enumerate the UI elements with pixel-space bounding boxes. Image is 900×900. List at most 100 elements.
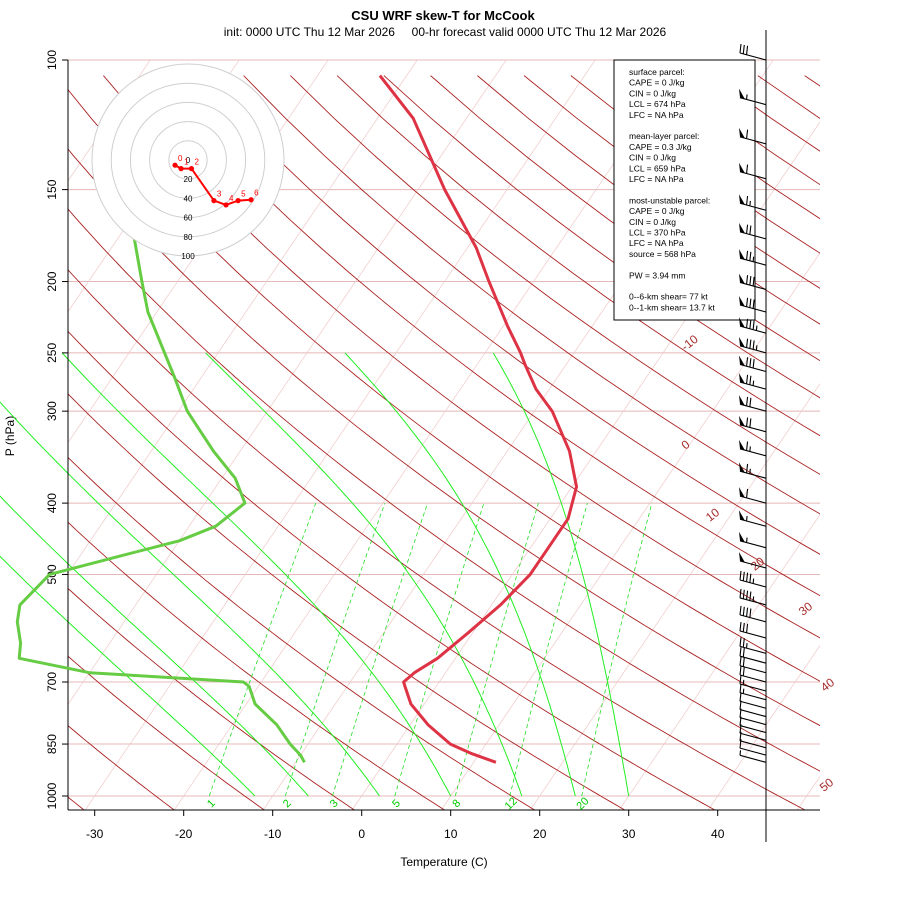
y-tick-label: 200 bbox=[45, 271, 59, 291]
wind-barb bbox=[739, 439, 767, 457]
wind-barb-feather bbox=[749, 339, 752, 349]
wind-barb-feather bbox=[746, 45, 749, 55]
wind-barb bbox=[739, 88, 767, 106]
hodograph-point bbox=[172, 162, 178, 168]
wind-barb bbox=[739, 750, 767, 763]
wind-barb-shaft bbox=[739, 709, 767, 718]
skew-isotherm-line bbox=[707, 644, 820, 810]
wind-barb bbox=[739, 317, 767, 334]
isotherm-label: 50 bbox=[817, 775, 836, 794]
wind-barb bbox=[739, 621, 767, 639]
wind-barb-feather bbox=[749, 397, 752, 407]
hodograph-point bbox=[235, 198, 241, 204]
hodograph-ring bbox=[129, 101, 247, 219]
wind-barb-half-feather bbox=[742, 688, 745, 694]
hodograph-ring-label: 20 bbox=[184, 175, 193, 184]
dry-adiabat-line bbox=[290, 75, 820, 475]
wind-barb-half-feather bbox=[742, 679, 745, 685]
dry-adiabat-line bbox=[68, 587, 356, 810]
dry-adiabat-line bbox=[68, 393, 626, 810]
wind-barb bbox=[739, 683, 767, 701]
dry-adiabat-line bbox=[68, 88, 820, 682]
hodograph-ring bbox=[149, 121, 227, 199]
wind-barb bbox=[739, 249, 767, 266]
parcel-info-line: CAPE = 0.3 J/kg bbox=[629, 142, 692, 152]
parcel-info-line: LCL = 370 hPa bbox=[629, 228, 686, 238]
wind-barb-feather bbox=[746, 463, 749, 474]
mixing-ratio-label: 1 bbox=[205, 797, 218, 810]
wind-barb bbox=[739, 551, 767, 569]
wind-barb-feather bbox=[739, 739, 742, 749]
wind-barb-feather bbox=[746, 275, 749, 285]
wind-barb-half-feather bbox=[752, 596, 755, 602]
wind-barb-feather bbox=[746, 488, 749, 498]
wind-barb-feather bbox=[742, 638, 745, 648]
hodograph-point bbox=[248, 197, 254, 203]
wind-barb-half-feather bbox=[752, 380, 755, 386]
x-tick-label: 10 bbox=[444, 827, 458, 841]
wind-barb-flag bbox=[739, 487, 745, 498]
wind-barb-flag bbox=[739, 296, 745, 307]
y-tick-label: 150 bbox=[45, 179, 59, 199]
wind-barb-feather bbox=[742, 606, 745, 616]
wind-barb-shaft bbox=[739, 692, 767, 701]
wind-barb-feather bbox=[749, 418, 752, 428]
dewpoint-series bbox=[15, 229, 306, 764]
wind-barb-feather bbox=[739, 731, 742, 741]
wind-barb-half-feather bbox=[755, 345, 758, 351]
wind-barb-feather bbox=[742, 622, 745, 632]
wind-barb-feather bbox=[746, 417, 749, 427]
wind-barb bbox=[739, 570, 767, 588]
wind-barb-feather bbox=[739, 692, 742, 702]
wind-barb-feather bbox=[749, 608, 752, 618]
isotherm-label: 30 bbox=[796, 599, 815, 618]
wind-barb-half-feather bbox=[752, 256, 755, 262]
hodograph-background bbox=[92, 64, 284, 256]
parcel-info-line: CIN = 0 J/kg bbox=[629, 153, 676, 163]
wind-barb-feather bbox=[752, 276, 755, 287]
wind-barb bbox=[739, 43, 767, 61]
wind-barbs bbox=[739, 43, 767, 763]
hodograph-point-label: 5 bbox=[241, 190, 246, 199]
parcel-info-line: CAPE = 0 J/kg bbox=[629, 206, 685, 216]
dry-adiabat-line bbox=[243, 75, 820, 515]
wind-barb-shaft bbox=[739, 645, 767, 654]
wind-barb-feather bbox=[739, 724, 742, 734]
y-tick-label: 400 bbox=[45, 493, 59, 513]
wind-barb-feather bbox=[746, 572, 749, 582]
wind-barb-feather bbox=[746, 396, 749, 406]
hodograph-point-label: 4 bbox=[229, 194, 234, 203]
wind-barb bbox=[739, 731, 767, 749]
wind-barb-feather bbox=[749, 573, 752, 583]
hodograph-point bbox=[178, 166, 184, 172]
wind-barb-feather bbox=[746, 164, 749, 174]
wind-barb-flag bbox=[739, 531, 745, 543]
wind-barb-shaft bbox=[739, 171, 767, 180]
mixing-ratio-line bbox=[332, 502, 428, 797]
wind-barb bbox=[739, 273, 767, 290]
dewpoint-line bbox=[15, 229, 306, 764]
skew-isotherm-line bbox=[68, 60, 507, 706]
mixing-ratio-label: 8 bbox=[450, 797, 463, 810]
wind-barb-feather bbox=[739, 674, 742, 685]
skew-isotherm-line bbox=[68, 60, 151, 182]
wind-barb-flag bbox=[739, 462, 745, 473]
wind-barb bbox=[739, 462, 767, 479]
wind-barb-feather bbox=[749, 591, 752, 601]
mixing-ratio-line bbox=[208, 502, 317, 797]
wind-barb-flag bbox=[739, 355, 745, 366]
wind-barb-shaft bbox=[739, 747, 767, 756]
wind-barb-shaft bbox=[739, 683, 767, 692]
wind-barb-feather bbox=[739, 716, 742, 726]
wind-barb-feather bbox=[749, 276, 752, 286]
wind-barb-feather bbox=[746, 607, 749, 617]
wind-barb-feather bbox=[746, 590, 749, 600]
wind-barb-feather bbox=[746, 224, 749, 234]
dry-adiabat-line bbox=[68, 725, 175, 810]
skew-isotherm-line bbox=[618, 514, 820, 810]
dry-adiabat-line bbox=[68, 330, 716, 810]
wind-barb bbox=[739, 588, 767, 606]
wind-barb-feather bbox=[739, 700, 742, 710]
